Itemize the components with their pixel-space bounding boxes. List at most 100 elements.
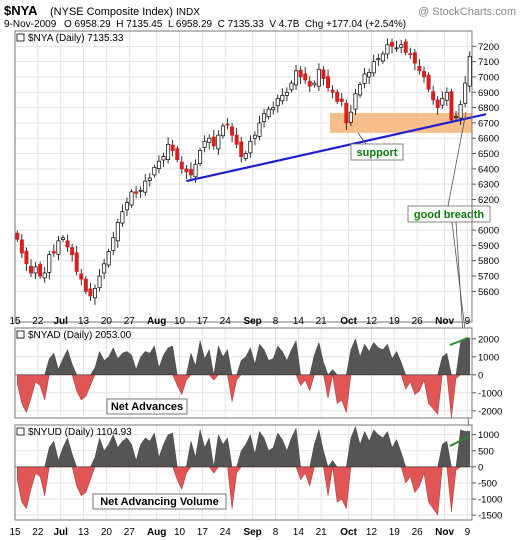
support-label: support (357, 147, 398, 159)
candle-up (111, 237, 116, 251)
candle-up (275, 98, 280, 107)
candle-down (74, 252, 79, 272)
candle-up (97, 275, 102, 289)
candle-down (184, 168, 189, 173)
candle-up (289, 82, 294, 91)
x-tick-label-upper: 8 (273, 316, 279, 327)
candle-up (280, 94, 285, 102)
positive-area (17, 337, 470, 376)
breadth-arrow (449, 337, 469, 346)
candle-down (234, 134, 239, 145)
y-tick-label: -1000 (478, 495, 502, 506)
candle-up (371, 61, 376, 74)
candle-down (408, 53, 413, 56)
candle-down (298, 69, 303, 78)
quote-line: O 6958.29 H 7135.45 L 6958.29 C 7135.33 … (64, 19, 406, 30)
y-tick-label: 7100 (478, 57, 499, 68)
candle-down (175, 148, 180, 161)
candle-up (92, 287, 97, 299)
watermark: @ StockCharts.com (418, 6, 516, 18)
candle-up (362, 73, 367, 84)
candle-up (129, 191, 134, 206)
y-tick-label: 0 (478, 370, 483, 381)
price-panel-border (14, 30, 473, 323)
net-advancing-volume-panel: -1500 -1000 -500 0 500 1000 $NYUD (Daily) 1104… (14, 424, 502, 522)
x-tick-label-upper: Sep (243, 316, 261, 327)
candle-up (156, 160, 161, 169)
candle-up (284, 91, 289, 96)
panel-label-box (106, 398, 188, 415)
trendline (186, 113, 487, 183)
legend-swatch (16, 330, 25, 339)
x-tick-label-upper: 22 (32, 316, 44, 327)
candle-up (102, 263, 107, 274)
support-leader (357, 132, 367, 145)
candle-up (193, 163, 198, 178)
good-breadth-box (407, 205, 491, 223)
candle-up (248, 140, 253, 154)
candle-up (463, 82, 468, 104)
y-tick-label: 6500 (478, 149, 499, 160)
candle-up (367, 72, 372, 78)
candle-up (380, 53, 385, 62)
panel-border (14, 424, 473, 521)
candle-down (179, 161, 184, 170)
x-tick-label: 19 (389, 527, 401, 538)
candle-down (188, 169, 193, 176)
candle-up (262, 113, 267, 123)
candle-up (115, 222, 120, 242)
candle-up (348, 111, 353, 123)
panel-label-box (92, 493, 227, 510)
net-advances-panel: -2000 -1000 0 1000 2000 $NYAD (Daily) 2053.00… (14, 327, 502, 419)
candle-up (399, 44, 404, 48)
candle-down (65, 240, 70, 248)
x-tick-label: 10 (174, 527, 186, 538)
y-tick-label: 6800 (478, 103, 499, 114)
breadth-arrow (449, 435, 471, 447)
x-tick-label-upper: 17 (197, 316, 209, 327)
candle-up (120, 211, 125, 224)
candle-up (33, 266, 38, 274)
x-tick-label: Oct (340, 527, 357, 538)
candle-down (435, 99, 440, 108)
index-name: (NYSE Composite Index) (50, 6, 173, 18)
candle-down (19, 239, 24, 254)
y-tick-label: -500 (478, 478, 497, 489)
x-tick-label-upper: 9 (465, 316, 471, 327)
candle-up (385, 44, 390, 55)
candle-up (454, 116, 459, 119)
candle-down (88, 288, 93, 297)
x-tick-label-upper: 12 (366, 316, 378, 327)
y-tick-label: -2000 (478, 406, 502, 417)
x-tick-label: Aug (147, 527, 166, 538)
y-tick-label: 0 (478, 462, 483, 473)
panel-label: Net Advances (111, 401, 183, 413)
y-tick-label: 6400 (478, 164, 499, 175)
candle-up (271, 107, 276, 111)
y-tick-label: -1000 (478, 388, 502, 399)
candle-down (321, 69, 326, 79)
candle-down (134, 191, 139, 194)
candle-up (124, 202, 129, 211)
candle-up (394, 47, 399, 50)
chart-date: 9-Nov-2009 (4, 19, 57, 30)
breadth-leader (447, 111, 467, 207)
y-tick-label: 2000 (478, 334, 499, 345)
support-zone (330, 112, 472, 133)
panel-legend: $NYAD (Daily) 2053.00 (28, 330, 132, 341)
candle-up (294, 70, 299, 86)
candle-down (70, 247, 75, 255)
x-tick-label: 22 (32, 527, 44, 538)
candle-up (42, 272, 47, 279)
x-tick-label: 13 (78, 527, 90, 538)
x-tick-label: 20 (101, 527, 113, 538)
good-breadth-label: good breadth (414, 209, 485, 221)
x-tick-label: 27 (124, 527, 136, 538)
y-tick-label: 6300 (478, 180, 499, 191)
y-tick-label: 6200 (478, 195, 499, 206)
candle-down (326, 76, 331, 89)
candle-up (147, 177, 152, 181)
candle-up (458, 104, 463, 119)
x-tick-label-upper: Oct (340, 316, 357, 327)
panel-border (14, 327, 473, 419)
